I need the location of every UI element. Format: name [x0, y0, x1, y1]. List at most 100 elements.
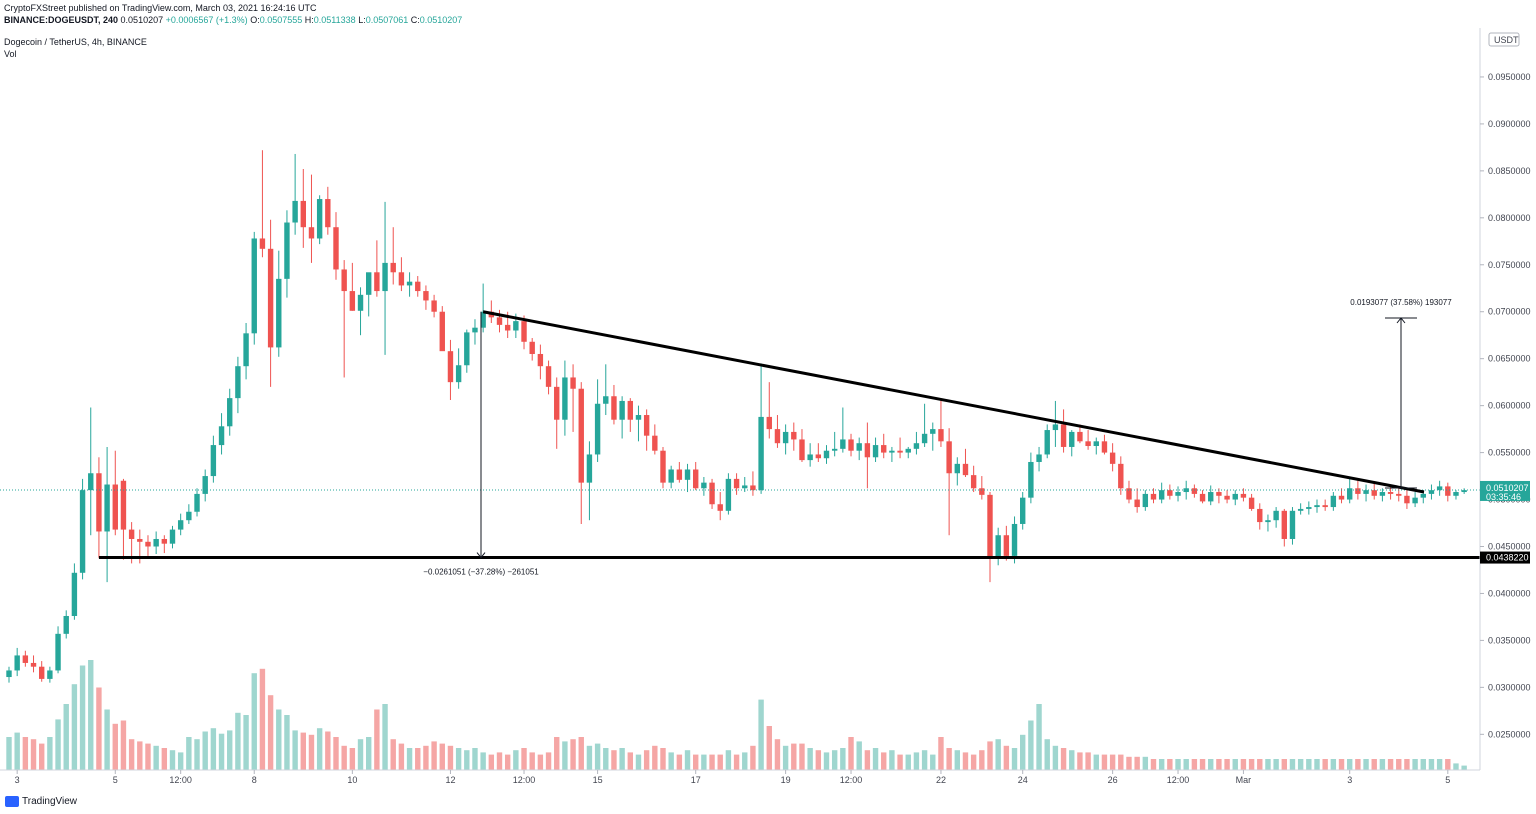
- volume-bar: [504, 754, 511, 770]
- volume-bar: [586, 745, 593, 770]
- y-tick-label: 0.0600000: [1488, 401, 1531, 411]
- candle-body: [693, 469, 699, 489]
- candle-body: [1208, 492, 1214, 502]
- candle-body: [1355, 488, 1361, 494]
- volume-bar: [439, 743, 445, 770]
- candle-body: [758, 416, 764, 491]
- y-tick-label: 0.0650000: [1488, 354, 1531, 364]
- candle-body: [79, 490, 86, 573]
- publisher-line: CryptoFXStreet published on TradingView.…: [4, 3, 317, 13]
- candle-body: [1093, 441, 1099, 447]
- currency-badge-label: USDT: [1494, 35, 1519, 45]
- candle-body: [439, 311, 445, 352]
- volume-bar: [194, 739, 200, 770]
- volume-bar: [1396, 759, 1402, 770]
- candle-body: [153, 538, 159, 547]
- y-tick-label: 0.0750000: [1488, 260, 1531, 270]
- candle-body: [709, 482, 715, 505]
- volume-bar: [545, 752, 552, 770]
- legend-vol: Vol: [4, 49, 17, 59]
- candle-body: [6, 670, 12, 678]
- volume-bar: [55, 719, 61, 770]
- y-tick-label: 0.0800000: [1488, 213, 1531, 223]
- up-measure-arrowhead: [1396, 317, 1406, 324]
- candle-body: [415, 281, 421, 292]
- volume-bar: [1060, 748, 1067, 770]
- x-tick-label: 26: [1108, 775, 1118, 785]
- candle-body: [464, 332, 470, 366]
- x-tick-label: Mar: [1236, 775, 1252, 785]
- volume-bar: [104, 709, 110, 770]
- volume-bar: [562, 741, 568, 770]
- volume-bar: [1240, 759, 1247, 770]
- volume-bar: [1109, 754, 1116, 770]
- candle-body: [1428, 490, 1435, 494]
- volume-bar: [954, 750, 960, 770]
- candle-body: [1101, 441, 1108, 453]
- tradingview-logo-icon: [5, 796, 19, 807]
- volume-bar: [186, 737, 192, 770]
- candle-body: [545, 366, 552, 387]
- candle-body: [472, 327, 478, 333]
- up-measure-label: 0.0193077 (37.58%) 193077: [1350, 298, 1452, 307]
- volume-bar: [88, 660, 94, 770]
- volume-bar: [243, 715, 249, 770]
- symbol-name: BINANCE:DOGEUSDT, 240: [4, 15, 119, 25]
- volume-bar: [398, 743, 405, 770]
- volume-bar: [71, 684, 78, 770]
- volume-bar: [39, 743, 45, 770]
- candle-body: [55, 633, 61, 671]
- volume-bar: [823, 752, 830, 770]
- volume-bar: [415, 748, 421, 770]
- y-tick-label: 0.0900000: [1488, 119, 1531, 129]
- volume-bar: [881, 752, 887, 770]
- x-tick-label: 10: [347, 775, 357, 785]
- candle-body: [14, 655, 20, 671]
- x-tick-label: 5: [113, 775, 118, 785]
- volume-bar: [930, 754, 936, 770]
- volume-bar: [1363, 759, 1369, 770]
- candle-body: [1232, 493, 1238, 500]
- candle-body: [1142, 493, 1149, 508]
- volume-bar: [987, 741, 993, 770]
- volume-bar: [1216, 759, 1222, 770]
- volume-bar: [848, 737, 854, 770]
- candle-body: [1445, 486, 1451, 496]
- volume-bar: [1428, 759, 1435, 770]
- volume-bar: [63, 704, 69, 770]
- open-label: O:: [250, 15, 260, 25]
- candle-body: [218, 426, 225, 446]
- candle-body: [930, 429, 936, 434]
- candle-body: [1240, 493, 1247, 498]
- symbol-line: BINANCE:DOGEUSDT, 240 0.0510207 +0.00065…: [4, 15, 462, 25]
- candle-body: [725, 478, 732, 511]
- candle-body: [684, 469, 691, 480]
- volume-bar: [529, 752, 535, 770]
- candle-body: [799, 439, 805, 461]
- candle-body: [1387, 492, 1394, 494]
- volume-bar: [594, 743, 601, 770]
- candle-body: [1150, 493, 1157, 500]
- tradingview-logo[interactable]: TradingView: [5, 796, 77, 807]
- candle-body: [643, 415, 650, 436]
- volume-bar: [766, 726, 772, 770]
- candle-body: [284, 222, 290, 279]
- volume-bar: [1436, 759, 1443, 770]
- candle-body: [341, 269, 347, 292]
- candle-body: [1052, 424, 1059, 431]
- candle-body: [1436, 486, 1443, 491]
- candle-body: [946, 441, 952, 474]
- volume-bar: [308, 734, 315, 770]
- y-tick-label: 0.0950000: [1488, 72, 1531, 82]
- volume-bar: [970, 754, 977, 770]
- candle-body: [292, 200, 298, 223]
- down-measure-label: −0.0261051 (−37.28%) −261051: [423, 568, 539, 577]
- volume-bar: [128, 739, 135, 770]
- candle-body: [1396, 493, 1402, 496]
- candle-body: [635, 415, 642, 420]
- candle-body: [701, 482, 707, 489]
- candle-body: [1003, 535, 1010, 556]
- x-tick-label: 24: [1018, 775, 1028, 785]
- y-tick-label: 0.0350000: [1488, 635, 1531, 645]
